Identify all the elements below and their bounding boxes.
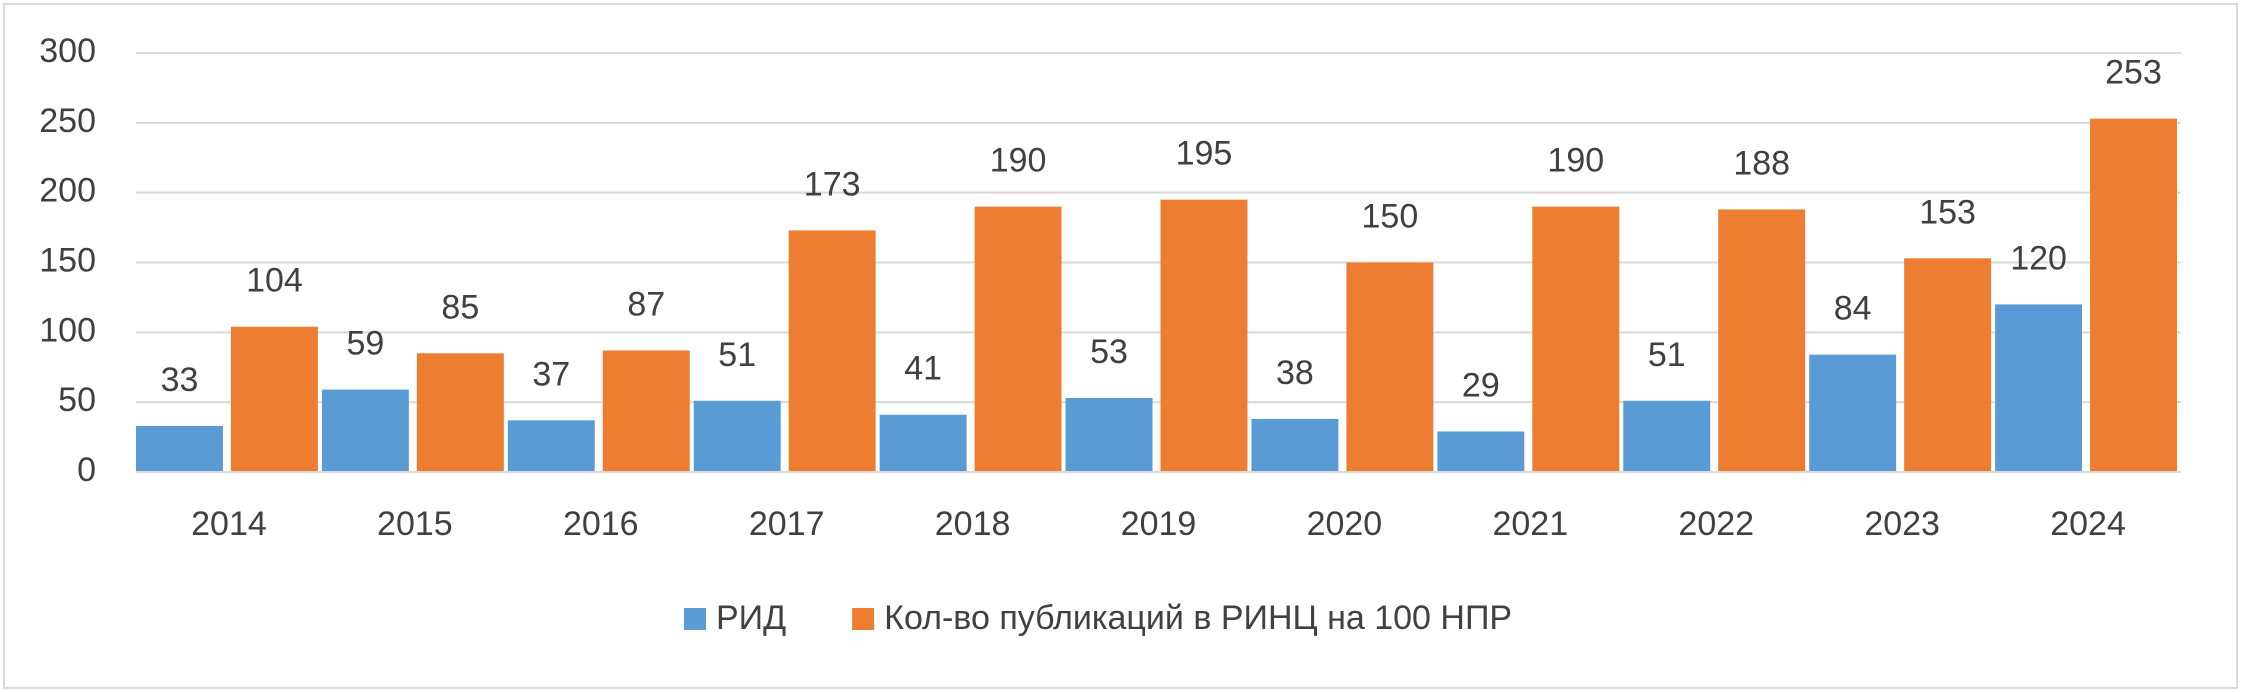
bar [321, 389, 409, 472]
data-label: 37 [532, 355, 570, 393]
bar [879, 414, 967, 472]
bar [1809, 354, 1897, 472]
data-label: 150 [1362, 197, 1419, 235]
data-label: 188 [1733, 144, 1790, 182]
y-tick-label: 250 [39, 102, 96, 140]
y-tick-label: 300 [39, 32, 96, 70]
data-label: 59 [346, 325, 384, 363]
data-label: 190 [990, 142, 1047, 180]
x-tick-label: 2019 [1121, 505, 1197, 543]
x-tick-label: 2020 [1307, 505, 1383, 543]
bar [1532, 206, 1620, 472]
data-label: 38 [1276, 354, 1314, 392]
bar [1065, 397, 1153, 472]
bar [1623, 400, 1711, 472]
bar [1904, 258, 1992, 472]
data-label: 190 [1547, 142, 1604, 180]
x-tick-label: 2018 [935, 505, 1011, 543]
data-label: 195 [1176, 135, 1233, 173]
bar [416, 353, 504, 472]
data-label: 51 [1648, 336, 1686, 374]
data-label: 173 [804, 165, 861, 203]
bar [788, 230, 876, 472]
x-tick-label: 2015 [377, 505, 453, 543]
bar [230, 326, 318, 472]
bar [1346, 262, 1434, 472]
data-label: 84 [1834, 290, 1872, 328]
data-label: 253 [2105, 54, 2162, 92]
x-tick-label: 2016 [563, 505, 639, 543]
x-tick-label: 2017 [749, 505, 825, 543]
data-label: 85 [441, 288, 479, 326]
x-tick-label: 2021 [1492, 505, 1568, 543]
bar [1718, 209, 1806, 472]
data-label: 104 [246, 262, 303, 300]
bar [507, 420, 595, 472]
legend-label: Кол-во публикаций в РИНЦ на 100 НПР [884, 599, 1512, 637]
legend-swatch [684, 608, 706, 630]
bar [693, 400, 781, 472]
bar [136, 425, 223, 472]
bar [1437, 431, 1525, 472]
bar [602, 350, 690, 472]
data-label: 33 [161, 361, 199, 399]
data-label: 41 [904, 350, 942, 388]
y-tick-label: 200 [39, 172, 96, 210]
bar [1995, 304, 2083, 472]
bar [1160, 199, 1248, 472]
y-tick-label: 100 [39, 311, 96, 349]
x-tick-label: 2024 [2050, 505, 2126, 543]
data-label: 120 [2010, 239, 2067, 277]
legend-swatch [852, 608, 875, 630]
data-label: 87 [627, 285, 665, 323]
bar [1251, 418, 1339, 472]
chart-border [3, 3, 2238, 689]
x-tick-label: 2022 [1678, 505, 1754, 543]
data-label: 153 [1919, 193, 1976, 231]
data-label: 51 [718, 336, 756, 374]
x-tick-label: 2023 [1864, 505, 1940, 543]
data-label: 53 [1090, 333, 1128, 371]
legend-label: РИД [716, 599, 786, 637]
y-tick-label: 50 [58, 381, 96, 419]
bar [974, 206, 1062, 472]
y-tick-label: 150 [39, 241, 96, 279]
data-label: 29 [1462, 366, 1500, 404]
y-tick-label: 0 [77, 451, 96, 489]
bar [2090, 118, 2177, 472]
x-tick-label: 2014 [191, 505, 267, 543]
